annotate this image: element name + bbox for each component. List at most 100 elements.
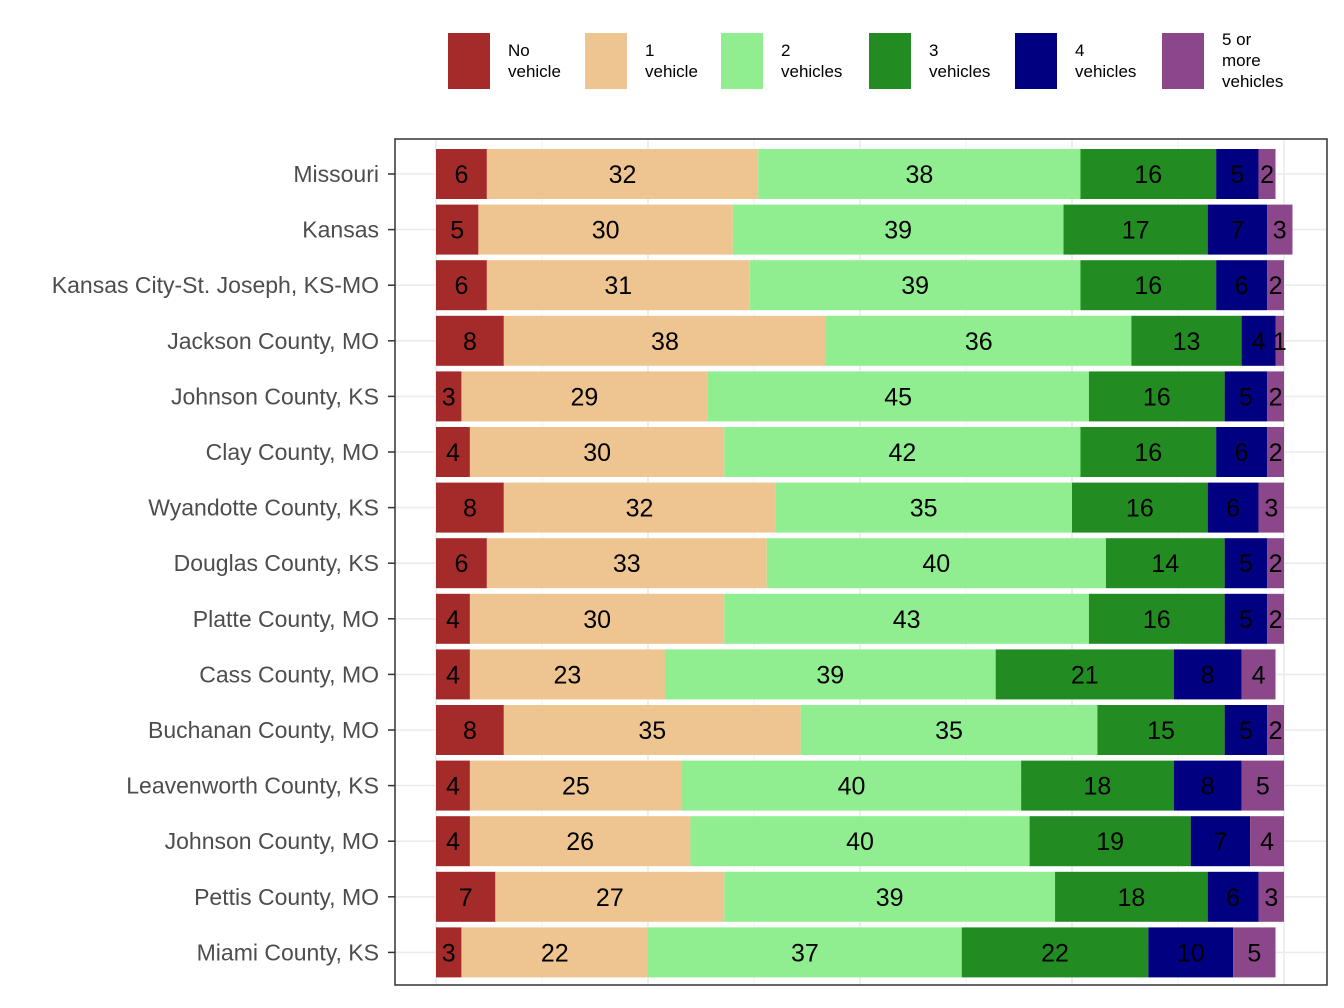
- bar-cass-county-mo-1-vehicle: [469, 649, 665, 700]
- bar-label-pettis-county-mo-5-or-more-vehicles: 3: [1264, 884, 1278, 912]
- bar-label-johnson-county-mo-no-vehicle: 4: [446, 828, 460, 856]
- bar-kansas-city-st-joseph-ks-mo-4-vehicles: [1216, 260, 1268, 311]
- bar-jackson-county-mo-1-vehicle: [503, 315, 827, 366]
- ytick-label-leavenworth-county-ks: Leavenworth County, KS: [126, 773, 379, 799]
- bar-label-buchanan-county-mo-1-vehicle: 35: [638, 717, 666, 745]
- bar-label-kansas-3-vehicles: 17: [1122, 217, 1150, 245]
- bar-wyandotte-county-ks-4-vehicles: [1207, 482, 1259, 533]
- bar-label-miami-county-ks-no-vehicle: 3: [442, 939, 456, 967]
- bar-miami-county-ks-1-vehicle: [461, 927, 648, 978]
- bar-kansas-3-vehicles: [1063, 204, 1208, 255]
- bar-label-kansas-city-st-joseph-ks-mo-5-or-more-vehicles: 2: [1269, 272, 1283, 300]
- legend-swatch: [1162, 33, 1204, 89]
- ytick-label-johnson-county-ks: Johnson County, KS: [171, 383, 379, 409]
- bar-leavenworth-county-ks-5-or-more-vehicles: [1241, 760, 1284, 811]
- bar-label-clay-county-mo-no-vehicle: 4: [446, 439, 460, 467]
- bar-douglas-county-ks-4-vehicles: [1224, 538, 1268, 589]
- bar-label-jackson-county-mo-1-vehicle: 38: [651, 328, 679, 356]
- bar-missouri-4-vehicles: [1216, 149, 1259, 199]
- bar-cass-county-mo-5-or-more-vehicles: [1241, 649, 1276, 700]
- bar-label-johnson-county-mo-5-or-more-vehicles: 4: [1260, 828, 1274, 856]
- bar-pettis-county-mo-5-or-more-vehicles: [1258, 871, 1284, 922]
- bar-cass-county-mo-2-vehicles: [664, 649, 996, 700]
- bar-buchanan-county-mo-1-vehicle: [503, 705, 801, 755]
- bar-label-jackson-county-mo-4-vehicles: 4: [1252, 328, 1266, 356]
- bar-label-cass-county-mo-no-vehicle: 4: [446, 661, 460, 689]
- bar-label-johnson-county-mo-3-vehicles: 19: [1096, 828, 1124, 856]
- bar-leavenworth-county-ks-1-vehicle: [469, 760, 682, 811]
- bar-clay-county-mo-no-vehicle: [436, 427, 470, 477]
- bar-leavenworth-county-ks-3-vehicles: [1021, 760, 1174, 811]
- bar-label-johnson-county-ks-2-vehicles: 45: [884, 383, 912, 411]
- bar-douglas-county-ks-2-vehicles: [766, 538, 1106, 589]
- bar-leavenworth-county-ks-2-vehicles: [681, 760, 1022, 811]
- bar-label-kansas-city-st-joseph-ks-mo-4-vehicles: 6: [1235, 272, 1249, 300]
- bar-label-leavenworth-county-ks-4-vehicles: 8: [1201, 773, 1215, 801]
- bar-platte-county-mo-no-vehicle: [436, 593, 470, 644]
- bar-clay-county-mo-3-vehicles: [1080, 427, 1217, 477]
- bar-label-douglas-county-ks-1-vehicle: 33: [613, 550, 641, 578]
- bar-label-platte-county-mo-no-vehicle: 4: [446, 606, 460, 634]
- bar-label-missouri-2-vehicles: 38: [905, 161, 933, 189]
- bar-label-kansas-5-or-more-vehicles: 3: [1273, 217, 1287, 245]
- bar-label-kansas-city-st-joseph-ks-mo-1-vehicle: 31: [604, 272, 632, 300]
- bar-leavenworth-county-ks-no-vehicle: [436, 760, 470, 811]
- bar-jackson-county-mo-3-vehicles: [1131, 315, 1242, 366]
- bar-kansas-city-st-joseph-ks-mo-1-vehicle: [486, 260, 750, 311]
- bar-missouri-5-or-more-vehicles: [1258, 149, 1276, 199]
- bar-douglas-county-ks-no-vehicle: [436, 538, 487, 589]
- bar-label-cass-county-mo-3-vehicles: 21: [1071, 661, 1099, 689]
- bar-label-buchanan-county-mo-4-vehicles: 5: [1239, 717, 1253, 745]
- ytick-label-platte-county-mo: Platte County, MO: [193, 606, 379, 632]
- legend: No vehicle 1 vehicle 2 vehicles 3 vehicles 4…: [0, 0, 1344, 110]
- bar-label-wyandotte-county-ks-3-vehicles: 16: [1126, 495, 1154, 523]
- bar-label-missouri-no-vehicle: 6: [454, 161, 468, 189]
- bar-buchanan-county-mo-no-vehicle: [436, 705, 504, 755]
- bar-wyandotte-county-ks-no-vehicle: [436, 482, 504, 533]
- legend-label: 1 vehicle: [645, 41, 698, 81]
- bar-label-cass-county-mo-2-vehicles: 39: [816, 661, 844, 689]
- bar-label-pettis-county-mo-3-vehicles: 18: [1117, 884, 1145, 912]
- bar-missouri-1-vehicle: [486, 149, 759, 199]
- legend-swatch: [448, 33, 490, 89]
- bar-label-clay-county-mo-1-vehicle: 30: [583, 439, 611, 467]
- panel-border: [394, 138, 1328, 986]
- bar-label-johnson-county-mo-1-vehicle: 26: [566, 828, 594, 856]
- y-axis: Missouri Kansas Kansas City-St. Joseph, KS…: [52, 161, 395, 965]
- legend-swatch: [1015, 33, 1057, 89]
- bar-label-platte-county-mo-1-vehicle: 30: [583, 606, 611, 634]
- bar-wyandotte-county-ks-1-vehicle: [503, 482, 776, 533]
- ytick-label-miami-county-ks: Miami County, KS: [197, 939, 379, 965]
- bar-label-platte-county-mo-4-vehicles: 5: [1239, 606, 1253, 634]
- bars: [436, 149, 1293, 978]
- bar-clay-county-mo-4-vehicles: [1216, 427, 1268, 477]
- bar-label-buchanan-county-mo-5-or-more-vehicles: 2: [1269, 717, 1283, 745]
- bar-pettis-county-mo-4-vehicles: [1207, 871, 1259, 922]
- bar-kansas-city-st-joseph-ks-mo-no-vehicle: [436, 260, 487, 311]
- legend-label: 3 vehicles: [929, 41, 991, 81]
- bar-johnson-county-mo-no-vehicle: [436, 816, 470, 867]
- bar-label-cass-county-mo-5-or-more-vehicles: 4: [1252, 661, 1266, 689]
- bar-label-miami-county-ks-4-vehicles: 10: [1177, 939, 1205, 967]
- bar-label-clay-county-mo-3-vehicles: 16: [1134, 439, 1162, 467]
- bar-platte-county-mo-1-vehicle: [469, 593, 725, 644]
- bar-label-missouri-4-vehicles: 5: [1230, 161, 1244, 189]
- bar-douglas-county-ks-5-or-more-vehicles: [1267, 538, 1284, 589]
- bar-platte-county-mo-5-or-more-vehicles: [1267, 593, 1284, 644]
- ytick-label-cass-county-mo: Cass County, MO: [199, 661, 379, 687]
- bar-label-leavenworth-county-ks-1-vehicle: 25: [562, 773, 590, 801]
- bar-miami-county-ks-no-vehicle: [436, 927, 462, 978]
- bar-kansas-4-vehicles: [1207, 204, 1268, 255]
- bar-label-missouri-5-or-more-vehicles: 2: [1260, 161, 1274, 189]
- bar-label-johnson-county-ks-no-vehicle: 3: [442, 383, 456, 411]
- bar-buchanan-county-mo-2-vehicles: [800, 705, 1098, 755]
- ytick-label-wyandotte-county-ks: Wyandotte County, KS: [148, 495, 379, 521]
- legend-swatch: [585, 33, 627, 89]
- bar-buchanan-county-mo-4-vehicles: [1224, 705, 1268, 755]
- bar-platte-county-mo-4-vehicles: [1224, 593, 1268, 644]
- legend-swatch: [869, 33, 911, 89]
- ytick-label-missouri: Missouri: [293, 161, 379, 187]
- bar-cass-county-mo-3-vehicles: [995, 649, 1174, 700]
- bar-buchanan-county-mo-5-or-more-vehicles: [1267, 705, 1284, 755]
- bar-missouri-2-vehicles: [758, 149, 1081, 199]
